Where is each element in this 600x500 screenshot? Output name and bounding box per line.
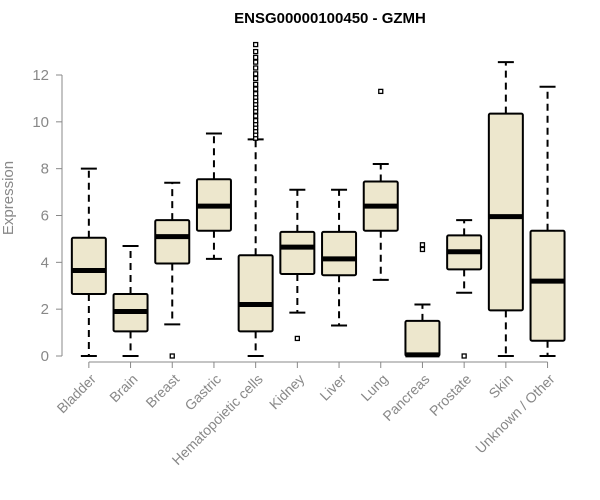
box-breast [154, 181, 191, 359]
outlier-point [378, 88, 384, 95]
y-axis-label: Expression [0, 161, 17, 235]
outlier-point [252, 41, 259, 48]
chart-title: ENSG00000100450 - GZMH [234, 10, 426, 27]
box-unknown-other [529, 85, 566, 357]
box-brain [112, 244, 149, 357]
box-skin [487, 61, 524, 357]
x-tick-label: Skin [485, 371, 516, 402]
outlier-point [252, 118, 259, 124]
x-tick-label: Breast [142, 371, 182, 411]
y-tick-label: 8 [41, 161, 49, 178]
outlier-point [419, 242, 426, 248]
iqr-box [279, 230, 316, 276]
box-bladder [70, 167, 107, 357]
box-lung [362, 88, 399, 281]
axes: 0 2 4 6 8 10 12 [32, 67, 548, 365]
iqr-box [237, 254, 274, 333]
iqr-box [154, 219, 191, 265]
iqr-box [404, 319, 441, 357]
y-tick-label: 6 [41, 208, 49, 225]
iqr-box [487, 112, 524, 312]
x-tick-label: Bladder [54, 371, 100, 417]
box-prostate [446, 219, 483, 359]
outlier-point [252, 59, 259, 65]
x-tick-label: Kidney [266, 371, 308, 413]
box-hematopoietic-cells [237, 41, 274, 357]
outlier-point [461, 353, 467, 359]
box-gastric [195, 132, 232, 260]
y-tick-label: 0 [41, 348, 49, 365]
outlier-point [252, 71, 259, 77]
outlier-point [252, 113, 259, 119]
box-pancreas [404, 242, 441, 358]
iqr-box [321, 230, 358, 277]
outlier-point [252, 86, 259, 92]
box-kidney [279, 188, 316, 342]
outlier-point [419, 246, 426, 253]
x-tick-label: Lung [358, 371, 391, 404]
y-tick-label: 4 [41, 254, 49, 271]
x-tick-label: Prostate [426, 371, 474, 419]
outlier-point [252, 65, 259, 71]
y-tick-label: 10 [32, 114, 49, 131]
y-tick-label: 2 [41, 301, 49, 318]
outlier-point [252, 75, 259, 82]
y-tick-label: 12 [32, 67, 49, 84]
outlier-point [294, 335, 301, 342]
x-tick-label: Liver [316, 371, 349, 404]
x-tick-label: Unknown / Other [472, 371, 558, 457]
iqr-box [529, 229, 566, 342]
x-tick-label: Brain [106, 371, 140, 405]
outlier-point [252, 54, 259, 61]
outlier-point [252, 48, 259, 55]
outlier-point [169, 353, 175, 359]
box-liver [321, 188, 358, 327]
outlier-point [252, 91, 259, 97]
iqr-box [70, 236, 107, 295]
outlier-point [252, 81, 259, 88]
boxes [70, 41, 566, 359]
